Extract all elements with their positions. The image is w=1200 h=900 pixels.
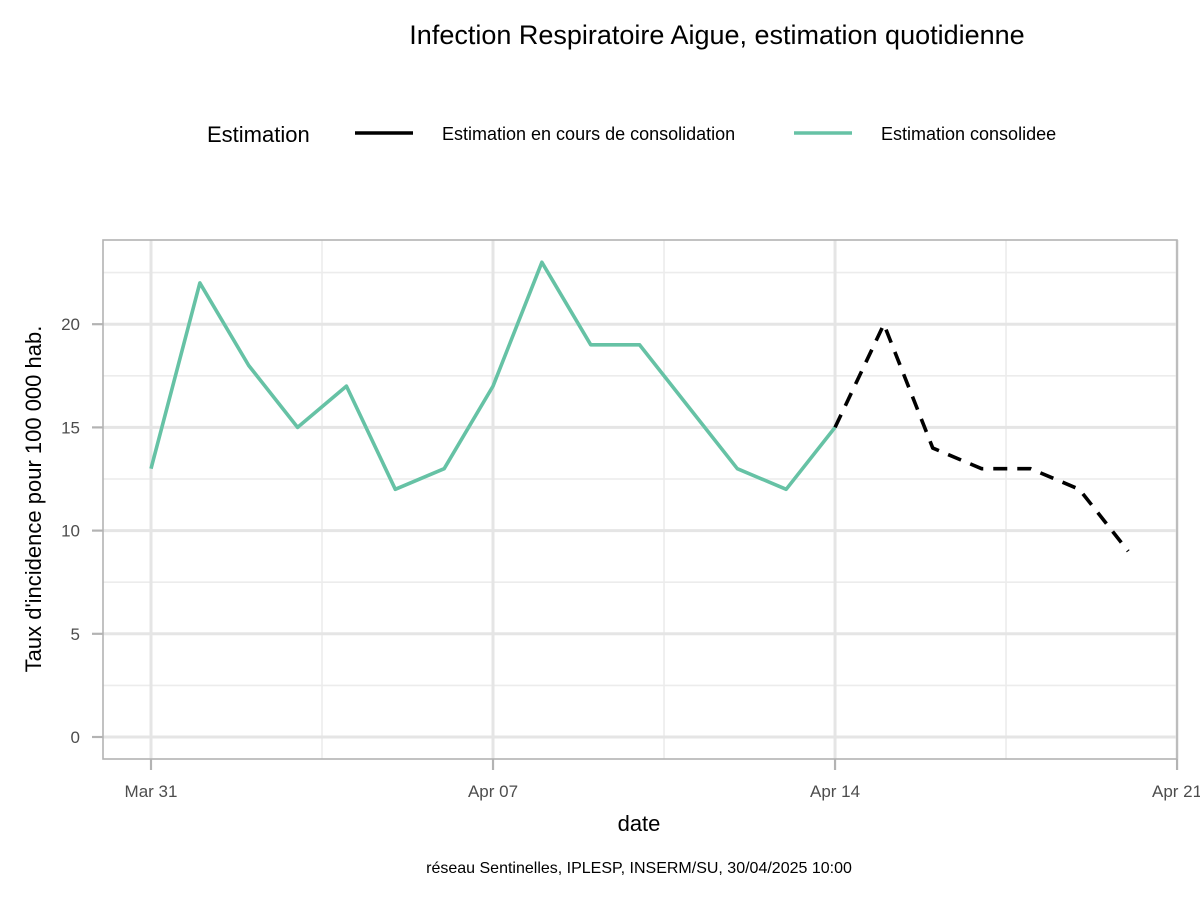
x-axis-title: date <box>618 811 661 836</box>
data-point <box>344 384 348 388</box>
caption: réseau Sentinelles, IPLESP, INSERM/SU, 3… <box>426 860 852 877</box>
data-point <box>784 487 788 491</box>
plot-panel-border <box>102 239 1178 760</box>
chart-title: Infection Respiratoire Aigue, estimation… <box>409 20 1024 50</box>
data-point <box>149 467 153 471</box>
data-point <box>686 405 690 409</box>
data-point <box>393 487 397 491</box>
x-tick-label: Apr 07 <box>468 782 518 801</box>
y-tick-label: 15 <box>61 418 80 437</box>
plot-panel-background <box>103 240 1177 759</box>
series-layer <box>149 260 1130 553</box>
series-line-consolidation <box>833 322 1130 553</box>
y-tick-label: 5 <box>71 625 80 644</box>
data-point <box>833 425 837 429</box>
axes: 0 5 10 15 20 Mar 31 Apr 07 Apr 14 Apr 21 <box>61 315 1200 801</box>
data-point <box>980 467 984 471</box>
x-tick-label: Apr 14 <box>810 782 860 801</box>
data-point <box>589 343 593 347</box>
data-point <box>198 281 202 285</box>
data-point <box>1126 549 1130 553</box>
data-point <box>1028 467 1032 471</box>
data-point <box>247 363 251 367</box>
data-point <box>931 446 935 450</box>
data-point <box>442 467 446 471</box>
y-tick-label: 0 <box>71 728 80 747</box>
legend: Estimation Estimation en cours de consol… <box>207 122 1056 147</box>
x-tick-label: Apr 21 <box>1152 782 1200 801</box>
legend-label-consolidee: Estimation consolidee <box>881 124 1056 144</box>
data-point <box>638 343 642 347</box>
data-point <box>491 384 495 388</box>
data-point <box>1077 487 1081 491</box>
y-axis-title: Taux d'incidence pour 100 000 hab. <box>21 326 46 673</box>
data-point <box>735 467 739 471</box>
data-point <box>882 322 886 326</box>
y-tick-label: 10 <box>61 522 80 541</box>
grid <box>103 240 1179 759</box>
data-point <box>540 260 544 264</box>
data-point <box>296 425 300 429</box>
y-tick-label: 20 <box>61 315 80 334</box>
x-tick-label: Mar 31 <box>125 782 178 801</box>
series-line-consolidee <box>149 260 837 492</box>
legend-title: Estimation <box>207 122 310 147</box>
legend-label-consolidation: Estimation en cours de consolidation <box>442 124 735 144</box>
